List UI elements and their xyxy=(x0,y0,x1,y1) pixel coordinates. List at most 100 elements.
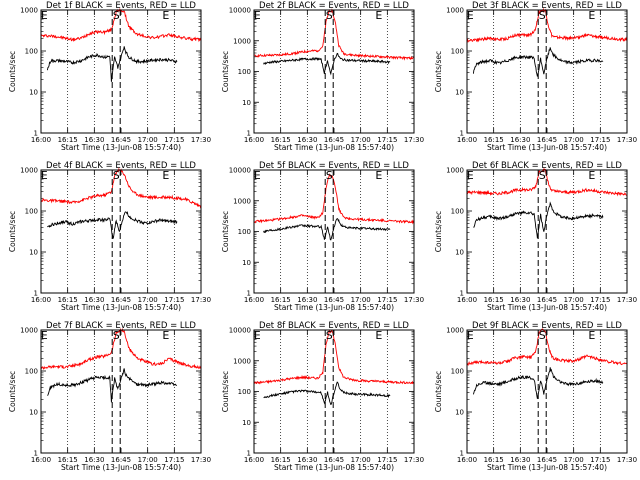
y-tick-label: 1000 xyxy=(233,357,251,365)
x-tick-label: 16:15 xyxy=(484,296,504,304)
marker-label-first: E xyxy=(467,9,474,22)
x-tick-label: 16:30 xyxy=(297,296,317,304)
x-axis-label: Start Time (13-Jun-08 15:57:40) xyxy=(61,463,181,472)
x-tick-label: 17:00 xyxy=(564,456,584,464)
y-tick-label: 10 xyxy=(29,89,38,97)
marker-label-first: E xyxy=(254,169,261,182)
x-tick-label: 16:00 xyxy=(244,296,264,304)
y-tick-label: 1 xyxy=(460,290,464,298)
y-tick-label: 10000 xyxy=(229,167,251,175)
x-tick-label: 17:00 xyxy=(564,296,584,304)
y-axis-label: Counts/sec xyxy=(221,51,230,92)
x-tick-label: 16:30 xyxy=(510,456,530,464)
y-tick-label: 1 xyxy=(34,290,38,298)
chart-panel-6: Det 6f BLACK = Events, RED = LLD 1 10 100 10… xyxy=(434,161,637,312)
marker-label-first: E xyxy=(467,169,474,182)
x-tick-label: 16:30 xyxy=(84,456,104,464)
series-line-lld xyxy=(466,328,628,366)
y-tick-label: 1 xyxy=(34,450,38,458)
x-tick-label: 16:45 xyxy=(111,456,131,464)
x-tick-label: 16:00 xyxy=(31,456,51,464)
chart-title: Det 9f BLACK = Events, RED = LLD xyxy=(472,321,622,331)
plot-frame xyxy=(466,9,628,134)
y-tick-label: 1 xyxy=(460,450,464,458)
x-tick-label: 17:30 xyxy=(617,456,637,464)
chart-panel-5: Det 5f BLACK = Events, RED = LLD 1 10 100 10… xyxy=(221,161,424,312)
marker-label-first: E xyxy=(41,329,48,342)
x-tick-label: 16:15 xyxy=(58,456,78,464)
x-tick-label: 16:00 xyxy=(244,136,264,144)
x-tick-label: 16:15 xyxy=(58,296,78,304)
marker-label-third: E xyxy=(375,9,382,22)
chart-panel-1: Det 1f BLACK = Events, RED = LLD 1 10 100 10… xyxy=(8,1,211,152)
y-tick-label: 1000 xyxy=(446,327,464,335)
marker-label-third: E xyxy=(588,9,595,22)
chart-title: Det 8f BLACK = Events, RED = LLD xyxy=(259,321,409,331)
y-axis-label: Counts/sec xyxy=(8,371,17,412)
x-tick-label: 16:30 xyxy=(510,136,530,144)
marker-label-second: S xyxy=(326,169,333,182)
series-line-lld xyxy=(40,327,202,370)
y-tick-label: 100 xyxy=(238,68,251,76)
x-tick-label: 16:15 xyxy=(484,136,504,144)
marker-label-second: S xyxy=(113,329,120,342)
plot-frame xyxy=(40,9,202,134)
y-axis-label: Counts/sec xyxy=(8,51,17,92)
x-tick-label: 17:15 xyxy=(377,456,397,464)
y-tick-label: 100 xyxy=(451,48,464,56)
y-tick-label: 100 xyxy=(25,48,38,56)
x-tick-label: 17:15 xyxy=(164,136,184,144)
marker-label-second: S xyxy=(326,329,333,342)
y-tick-label: 1000 xyxy=(233,197,251,205)
chart-panel-3: Det 3f BLACK = Events, RED = LLD 1 10 100 10… xyxy=(434,1,637,152)
y-tick-label: 10000 xyxy=(229,327,251,335)
x-tick-label: 17:30 xyxy=(191,456,211,464)
plot-frame xyxy=(466,169,628,294)
y-tick-label: 100 xyxy=(451,368,464,376)
marker-label-third: E xyxy=(588,169,595,182)
x-axis-label: Start Time (13-Jun-08 15:57:40) xyxy=(487,463,607,472)
x-tick-label: 17:30 xyxy=(617,296,637,304)
y-axis-label: Counts/sec xyxy=(434,371,443,412)
x-tick-label: 17:15 xyxy=(164,456,184,464)
y-tick-label: 10 xyxy=(242,419,251,427)
x-tick-label: 17:15 xyxy=(590,136,610,144)
x-tick-label: 16:45 xyxy=(111,296,131,304)
y-tick-label: 10000 xyxy=(229,7,251,15)
y-tick-label: 100 xyxy=(238,388,251,396)
marker-label-first: E xyxy=(254,9,261,22)
x-axis-label: Start Time (13-Jun-08 15:57:40) xyxy=(61,303,181,312)
y-tick-label: 1 xyxy=(34,130,38,138)
y-tick-label: 10 xyxy=(455,89,464,97)
x-axis-label: Start Time (13-Jun-08 15:57:40) xyxy=(274,143,394,152)
x-tick-label: 17:15 xyxy=(590,296,610,304)
y-tick-label: 100 xyxy=(238,228,251,236)
x-tick-label: 17:00 xyxy=(138,456,158,464)
y-tick-label: 10 xyxy=(455,249,464,257)
marker-label-first: E xyxy=(467,329,474,342)
chart-panel-9: Det 9f BLACK = Events, RED = LLD 1 10 100 10… xyxy=(434,321,637,472)
x-axis-label: Start Time (13-Jun-08 15:57:40) xyxy=(61,143,181,152)
marker-label-first: E xyxy=(41,9,48,22)
x-tick-label: 16:30 xyxy=(510,296,530,304)
chart-title: Det 5f BLACK = Events, RED = LLD xyxy=(259,161,409,171)
marker-label-third: E xyxy=(588,329,595,342)
x-tick-label: 16:45 xyxy=(537,136,557,144)
x-tick-label: 16:15 xyxy=(58,136,78,144)
x-tick-label: 16:15 xyxy=(271,296,291,304)
plot-frame xyxy=(253,169,415,294)
x-tick-label: 16:30 xyxy=(84,296,104,304)
x-tick-label: 17:30 xyxy=(404,296,424,304)
y-tick-label: 1 xyxy=(247,450,251,458)
x-tick-label: 16:30 xyxy=(297,456,317,464)
x-tick-label: 16:45 xyxy=(111,136,131,144)
marker-label-first: E xyxy=(41,169,48,182)
chart-panel-7: Det 7f BLACK = Events, RED = LLD 1 10 100 10… xyxy=(8,321,211,472)
x-tick-label: 16:00 xyxy=(457,136,477,144)
series-line-events xyxy=(263,52,391,76)
y-tick-label: 10 xyxy=(455,409,464,417)
x-tick-label: 16:45 xyxy=(324,456,344,464)
x-tick-label: 16:45 xyxy=(537,296,557,304)
x-axis-label: Start Time (13-Jun-08 15:57:40) xyxy=(274,303,394,312)
